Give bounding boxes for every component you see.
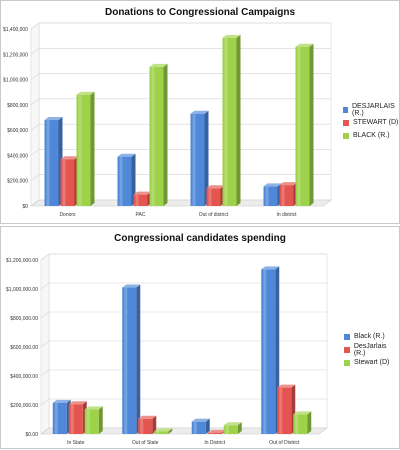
bar-black-r <box>222 34 241 206</box>
bar-black-r <box>149 63 168 206</box>
gridline <box>40 369 327 377</box>
bar-black-r <box>76 91 95 206</box>
legend-label: Black (R.) <box>354 333 385 340</box>
legend-swatch <box>343 132 349 139</box>
legend-swatch <box>343 106 348 113</box>
bar-black-r <box>295 43 314 207</box>
y-tick-label: $400,000 <box>7 153 28 159</box>
legend-item: STEWART (D) <box>343 116 399 129</box>
bar-desjarlais-r <box>68 401 87 434</box>
y-tick-label: $1,400,000 <box>3 27 28 33</box>
y-tick-label: $1,000,000 <box>3 78 28 84</box>
x-tick-label: In district <box>276 212 297 218</box>
legend-label: DesJarlais (R.) <box>353 342 387 357</box>
bar-stewart-d <box>60 156 79 206</box>
x-tick-label: In District <box>204 440 225 446</box>
gridline <box>30 22 331 30</box>
legend-item: Stewart (D) <box>344 356 399 369</box>
legend-item: DESJARLAIS (R.) <box>343 102 399 117</box>
bar-stewart-d <box>154 428 173 434</box>
chart-panel-donations: Donations to Congressional Campaigns $0 $… <box>0 0 400 224</box>
y-tick-label: $0.00 <box>25 432 38 438</box>
chart-title: Donations to Congressional Campaigns <box>104 7 296 18</box>
y-tick-label: $1,000,000.00 <box>6 287 38 293</box>
gridline <box>40 311 327 319</box>
y-tick-label: $200,000.00 <box>10 403 38 409</box>
chart-plot-area: $0.00 $200,000.00 $400,000.00 $600,000.00 $8… <box>6 253 328 446</box>
legend-item: Black (R.) <box>344 330 399 343</box>
legend-item: DesJarlais (R.) <box>344 342 399 357</box>
legend-swatch <box>344 359 350 366</box>
y-tick-label: $400,000.00 <box>10 374 38 380</box>
legend-label: DESJARLAIS (R.) <box>352 102 395 117</box>
chart-legend: DESJARLAIS (R.) STEWART (D) BLACK (R.) <box>343 103 399 142</box>
gridline <box>40 340 327 348</box>
y-tick-label: $600,000 <box>7 128 28 134</box>
chart-title: Congressional candidates spending <box>114 233 286 244</box>
bar-stewart-d <box>84 406 103 434</box>
chart-legend: Black (R.) DesJarlais (R.) Stewart (D) <box>344 330 399 369</box>
x-tick-label: Out of State <box>132 440 159 446</box>
bar-stewart-d <box>279 182 298 206</box>
bar-stewart-d <box>223 422 242 434</box>
bar-black-r <box>122 284 141 434</box>
gridline <box>40 398 327 406</box>
y-tick-label: $600,000.00 <box>10 345 38 351</box>
legend-item: BLACK (R.) <box>343 129 399 142</box>
bar-black-r <box>52 399 71 434</box>
x-tick-label: Donors <box>59 212 76 218</box>
bar-desjarlais-r <box>44 117 63 206</box>
chart-side-wall <box>30 22 40 207</box>
x-tick-label: In State <box>67 440 84 446</box>
x-tick-label: Out of district <box>199 212 229 218</box>
bar-desjarlais-r <box>277 384 296 434</box>
x-tick-label: PAC <box>136 212 146 218</box>
chart-plot-area: $0 $200,000 $400,000 $600,000 $800,000 $1,000… <box>3 22 332 218</box>
bar-stewart-d <box>293 411 312 434</box>
chart-panel-spending: Congressional candidates spending $0.00 $… <box>0 226 400 449</box>
y-tick-label: $1,200,000.00 <box>6 258 38 264</box>
bar-desjarlais-r <box>138 415 157 434</box>
gridline <box>40 253 327 261</box>
bar-desjarlais-r <box>190 110 209 206</box>
bar-stewart-d <box>206 185 225 206</box>
bar-stewart-d <box>133 191 152 206</box>
y-tick-label: $200,000 <box>7 179 28 185</box>
x-tick-label: Out of District <box>269 440 300 446</box>
y-tick-label: $800,000 <box>7 103 28 109</box>
legend-label: BLACK (R.) <box>353 132 390 139</box>
bar-black-r <box>261 266 280 434</box>
bar-desjarlais-r <box>117 153 136 206</box>
legend-swatch <box>343 119 349 126</box>
legend-label: Stewart (D) <box>354 359 390 366</box>
legend-swatch <box>344 346 350 353</box>
legend-swatch <box>344 333 350 340</box>
y-tick-label: $1,200,000 <box>3 52 28 58</box>
legend-label: STEWART (D) <box>353 119 399 126</box>
y-tick-label: $0 <box>22 204 28 210</box>
gridline <box>40 282 327 290</box>
bar-desjarlais-r <box>263 183 282 206</box>
bar-black-r <box>191 418 210 434</box>
y-tick-label: $800,000.00 <box>10 316 38 322</box>
